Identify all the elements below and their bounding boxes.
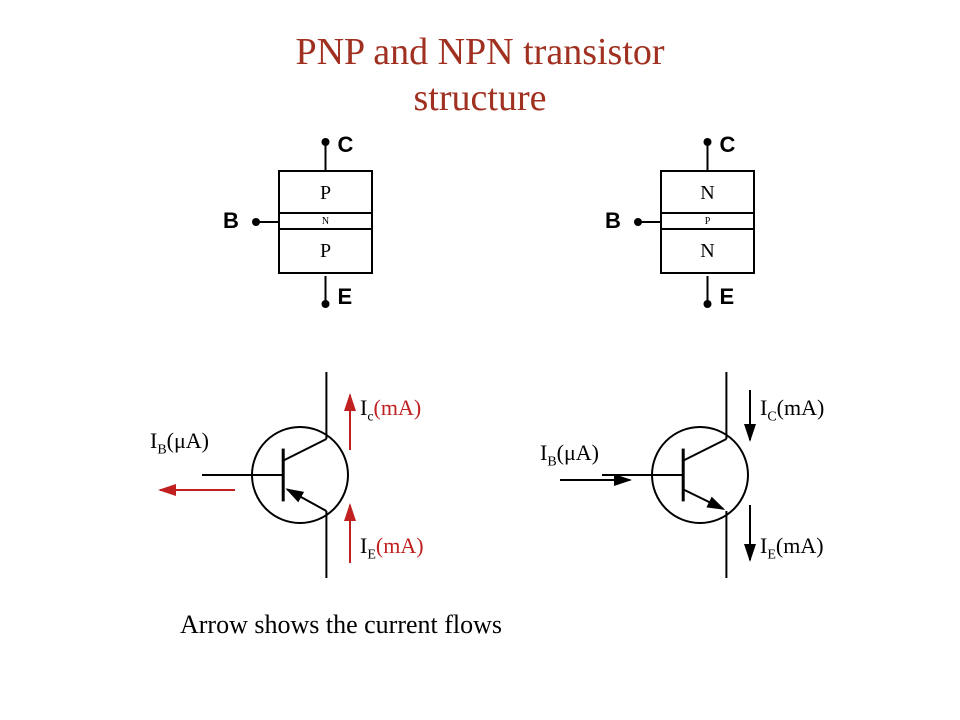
pnp-ic-label: Ic(mA) (360, 395, 421, 425)
npn-bot-layer: N (662, 230, 753, 272)
npn-mid-layer: P (662, 214, 753, 230)
pnp-e-label: E (338, 284, 353, 310)
pnp-bot-layer: P (280, 230, 371, 272)
pnp-structure-box: P N P (278, 170, 373, 274)
npn-c-label: C (720, 132, 736, 158)
npn-ib-label: IB(μA) (540, 440, 599, 470)
npn-ic-label: IC(mA) (760, 395, 824, 425)
pnp-mid-layer: N (280, 214, 371, 230)
title-line1: PNP and NPN transistor (295, 31, 664, 73)
caption-text: Arrow shows the current flows (180, 610, 502, 640)
title-line2: structure (414, 77, 547, 119)
pnp-c-label: C (338, 132, 354, 158)
pnp-top-layer: P (280, 172, 371, 214)
npn-e-label: E (720, 284, 735, 310)
npn-ie-label: IE(mA) (760, 533, 824, 563)
npn-b-label: B (605, 208, 621, 234)
npn-structure-box: N P N (660, 170, 755, 274)
npn-top-layer: N (662, 172, 753, 214)
page-title: PNP and NPN transistor structure (0, 30, 960, 121)
pnp-ie-label: IE(mA) (360, 533, 424, 563)
pnp-ib-label: IB(μA) (150, 428, 209, 458)
pnp-b-label: B (223, 208, 239, 234)
